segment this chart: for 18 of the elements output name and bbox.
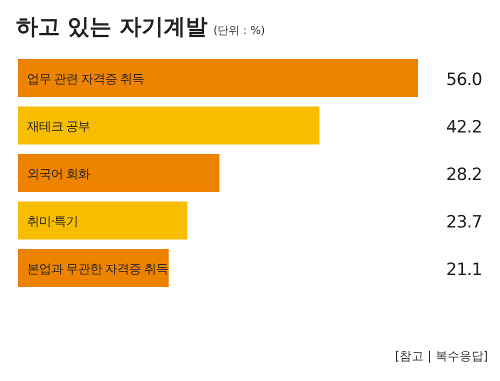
data-label: 28.2: [446, 165, 482, 185]
text: [참고 | 복수응답]: [394, 349, 488, 363]
bar: [18, 202, 188, 240]
y-tick-label: 취미·특기: [27, 214, 78, 228]
bar: [18, 154, 220, 192]
data-label: 42.2: [446, 118, 482, 138]
bar: [18, 249, 169, 287]
chart-subtitle: (단위 : %): [213, 24, 266, 37]
data-label: 23.7: [446, 212, 482, 232]
y-tick-label: 업무 관련 자격증 취득: [27, 71, 145, 86]
chart-title: 하고 있는 자기계발: [16, 15, 208, 40]
y-tick-label: 본업과 무관한 자격증 취득: [27, 261, 169, 276]
data-label: 56.0: [446, 70, 482, 90]
bar: [18, 106, 320, 144]
y-tick-label: 외국어 회화: [27, 166, 91, 181]
data-label: 21.1: [446, 260, 482, 280]
bar: [18, 59, 418, 97]
y-tick-label: 재테크 공부: [27, 118, 91, 134]
